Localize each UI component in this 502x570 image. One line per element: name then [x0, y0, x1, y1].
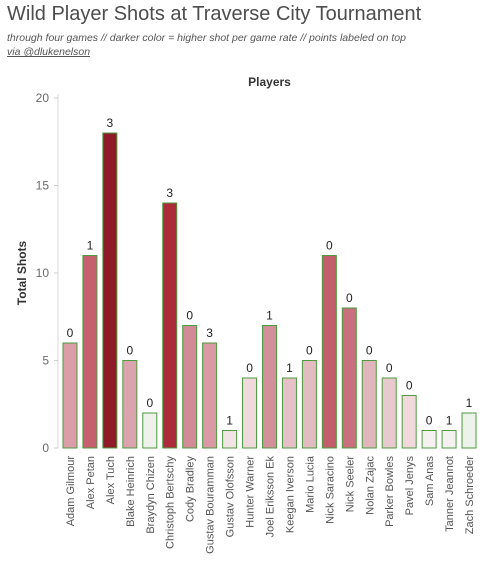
category-label: Blake Heinrich [125, 456, 137, 527]
data-label: 0 [67, 326, 74, 340]
data-label: 0 [126, 344, 133, 358]
y-tick-label: 20 [36, 91, 50, 105]
bar[interactable] [102, 132, 118, 449]
bar[interactable] [441, 430, 457, 449]
bar[interactable] [62, 342, 78, 449]
category-label: Cody Bradley [185, 456, 197, 523]
bar[interactable] [421, 430, 437, 449]
data-label: 0 [246, 361, 253, 375]
category-label: Alex Petan [85, 456, 97, 509]
data-label: 1 [446, 414, 453, 428]
bar[interactable] [262, 325, 277, 449]
data-label: 1 [226, 414, 233, 428]
x-axis-title: Players [248, 75, 291, 89]
bar[interactable] [242, 377, 258, 449]
bar[interactable] [301, 360, 317, 449]
category-label: Pavel Jenys [404, 456, 416, 516]
data-label: 0 [326, 239, 333, 253]
category-label: Braydyn Chizen [145, 456, 157, 534]
category-label: Tanner Jeannot [444, 456, 456, 532]
category-label: Parker Bowles [384, 456, 396, 527]
data-label: 0 [346, 291, 353, 305]
bar[interactable] [341, 307, 357, 449]
bar[interactable] [142, 412, 158, 449]
bar[interactable] [461, 412, 477, 449]
data-label: 1 [266, 309, 273, 323]
data-label: 3 [166, 186, 173, 200]
category-label: Mario Lucia [304, 455, 316, 513]
category-label: Nick Seeler [344, 456, 356, 513]
bar[interactable] [162, 202, 178, 449]
category-label: Christoph Bertschy [165, 456, 177, 549]
chart-title: Wild Player Shots at Traverse City Tourn… [7, 3, 422, 25]
bar[interactable] [321, 255, 337, 449]
data-label: 0 [386, 361, 393, 375]
bar[interactable] [361, 360, 377, 449]
bar[interactable] [202, 342, 218, 449]
data-label: 0 [186, 309, 193, 323]
bar[interactable] [122, 360, 138, 449]
category-label: Adam Gilmour [65, 456, 77, 527]
bars [62, 132, 477, 449]
chart-subtitle: through four games // darker color = hig… [7, 32, 406, 44]
data-label: 1 [286, 361, 293, 375]
y-tick-label: 15 [36, 179, 50, 193]
bar[interactable] [182, 325, 198, 449]
bar[interactable] [281, 377, 297, 449]
bar[interactable] [401, 395, 417, 449]
bar[interactable] [381, 377, 397, 449]
category-label: Nick Saracino [324, 456, 336, 524]
axes: 0 5 10 15 20 [36, 91, 59, 455]
category-label: Nolan Zajac [364, 456, 376, 515]
category-label: Zach Schroeder [464, 456, 476, 535]
y-tick-label: 5 [42, 354, 49, 368]
bar[interactable] [222, 430, 238, 449]
data-label: 0 [146, 396, 153, 410]
category-label: Gustav Bouramman [205, 456, 217, 554]
category-label: Gustav Olofsson [225, 456, 237, 537]
data-label: 1 [466, 396, 473, 410]
category-label: Sam Anas [424, 456, 436, 507]
category-label: Hunter Warner [245, 456, 257, 528]
y-tick-label: 0 [42, 441, 49, 455]
data-label: 1 [87, 239, 94, 253]
data-label: 3 [107, 116, 114, 130]
credit-link[interactable]: via @dlukenelson [7, 46, 91, 58]
category-label: Alex Tuch [105, 456, 117, 504]
category-label: Keegan Iverson [284, 456, 296, 533]
category-label: Joel Eriksson Ek [265, 456, 277, 538]
data-label: 0 [426, 414, 433, 428]
data-label: 0 [406, 379, 413, 393]
bar[interactable] [82, 255, 98, 449]
data-label: 0 [366, 344, 373, 358]
data-label: 0 [306, 344, 313, 358]
data-label: 3 [206, 326, 213, 340]
y-tick-label: 10 [36, 266, 50, 280]
category-labels: Adam Gilmour Alex Petan Alex Tuch Blake Hei… [65, 455, 476, 554]
y-axis-title: Total Shots [15, 240, 29, 305]
